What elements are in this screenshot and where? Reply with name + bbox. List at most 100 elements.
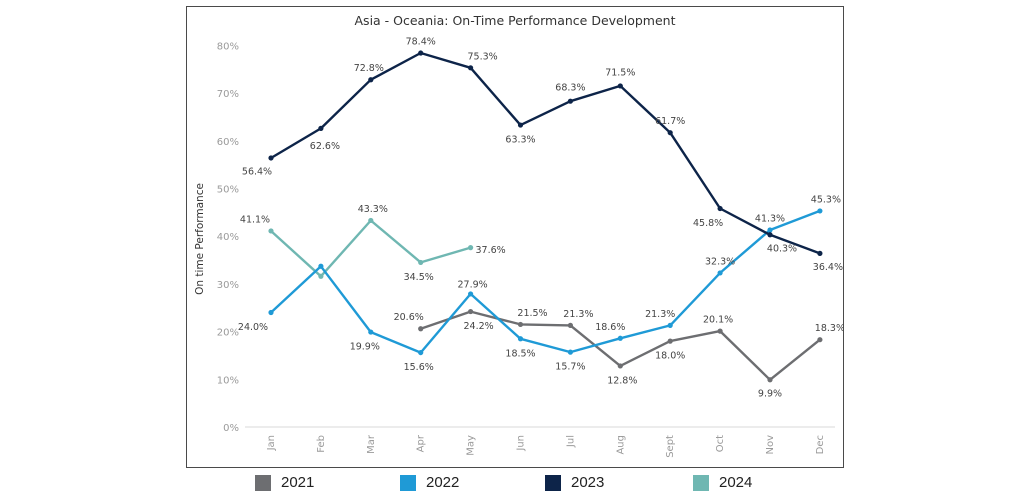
series-line-2022 [270,209,821,354]
x-tick-label: Apr [416,434,427,452]
data-label-2021: 20.6% [394,312,424,323]
data-point-2022 [318,263,324,269]
legend: 2021 2022 2023 2024 [0,474,1017,498]
data-label-2023: 62.6% [310,141,340,152]
data-point-2021 [468,308,474,315]
data-label-2022: 41.3% [755,213,785,224]
x-tick-label: Feb [316,435,327,453]
data-label-2021: 18.3% [815,323,843,334]
data-label-2022: 15.7% [555,362,585,373]
data-point-2023 [767,232,773,238]
data-label-2023: 71.5% [605,67,635,78]
data-label-2021: 21.5% [517,308,547,319]
data-point-2022 [667,322,673,328]
data-label-2021: 18.0% [655,351,685,362]
data-label-2022: 15.6% [404,362,434,373]
data-point-2021 [667,338,673,344]
series-line-2024 [270,219,471,278]
data-point-2022 [717,270,723,276]
data-point-2024 [418,259,424,266]
data-point-2021 [767,377,773,383]
data-point-2022 [767,227,773,233]
data-point-2023 [717,205,723,212]
y-tick-label: 10% [217,375,239,386]
data-point-2021 [567,322,573,328]
data-label-2023: 56.4% [242,166,272,177]
data-label-2022: 24.0% [238,322,268,333]
data-point-2023 [817,250,823,256]
data-label-2024: 41.1% [240,214,270,225]
data-label-2023: 72.8% [354,63,384,74]
y-tick-label: 60% [217,137,239,148]
legend-label: 2022 [426,474,460,491]
data-point-2021 [717,328,723,334]
data-point-2021 [517,321,524,328]
data-point-2023 [418,50,424,56]
data-label-2023: 75.3% [468,51,498,62]
data-point-2024 [318,273,324,279]
data-point-2021 [817,337,823,343]
legend-swatch [545,474,561,491]
data-label-2022: 45.3% [811,194,841,205]
data-label-2024: 37.6% [476,245,506,256]
data-label-2023: 61.7% [655,116,685,127]
x-tick-label: Oct [715,435,726,452]
x-tick-label: Sept [665,435,676,458]
data-label-2022: 19.9% [350,342,380,353]
legend-swatch [400,474,416,491]
data-point-2021 [418,326,424,332]
legend-item-2023: 2023 [545,474,604,491]
data-label-2022: 27.9% [458,279,488,290]
data-point-2023 [617,83,623,89]
data-point-2022 [268,309,274,316]
line-chart: 0% 10% 20% 30% 40% 50% 60% 70% 80% On time Perfor… [194,37,843,458]
y-tick-label: 20% [217,328,239,339]
data-label-2022: 32.3% [705,256,735,267]
data-point-2023 [318,125,324,131]
data-label-2021: 12.8% [607,375,637,386]
data-point-2022 [368,329,374,335]
x-tick-label: Nov [765,435,776,455]
data-label-2021: 9.9% [758,388,782,399]
data-label-2021: 20.1% [703,315,733,326]
x-tick-label: Jan [266,435,277,451]
x-tick-label: May [466,435,477,456]
data-point-2022 [468,291,474,297]
data-label-2023: 63.3% [505,135,535,146]
data-point-2024 [468,245,474,251]
legend-label: 2024 [719,474,753,491]
data-point-2022 [418,349,424,356]
legend-swatch [255,474,271,491]
data-point-2023 [517,122,524,128]
data-label-2023: 36.4% [813,262,843,273]
legend-item-2021: 2021 [255,474,314,491]
data-point-2023 [567,98,573,104]
data-label-2023: 40.3% [767,243,797,254]
legend-swatch [693,474,709,491]
x-tick-label: Mar [366,434,377,454]
data-point-2024 [368,217,374,224]
data-label-2022: 21.3% [645,309,675,320]
x-tick-label: Dec [815,435,826,454]
data-label-2022: 18.6% [595,322,625,333]
data-point-2022 [817,208,823,214]
data-point-2023 [468,65,474,71]
x-tick-label: Jun [516,435,527,452]
y-axis-title: On time Performance [194,183,206,295]
y-tick-label: 40% [217,232,239,243]
data-point-2021 [617,363,623,369]
data-label-2022: 18.5% [505,348,535,359]
data-point-2022 [517,336,524,342]
y-tick-label: 70% [217,89,239,100]
legend-item-2024: 2024 [693,474,752,491]
x-tick-label: Aug [615,435,626,455]
series-line-2023 [270,51,821,255]
chart-title: Asia - Oceania: On-Time Performance Deve… [354,13,676,28]
data-label-2023: 45.8% [693,218,723,229]
y-tick-label: 30% [217,280,239,291]
data-label-2024: 34.5% [404,272,434,283]
y-tick-label: 50% [217,185,239,196]
legend-label: 2021 [281,474,315,491]
data-point-2022 [567,349,573,355]
data-point-2024 [268,228,274,234]
